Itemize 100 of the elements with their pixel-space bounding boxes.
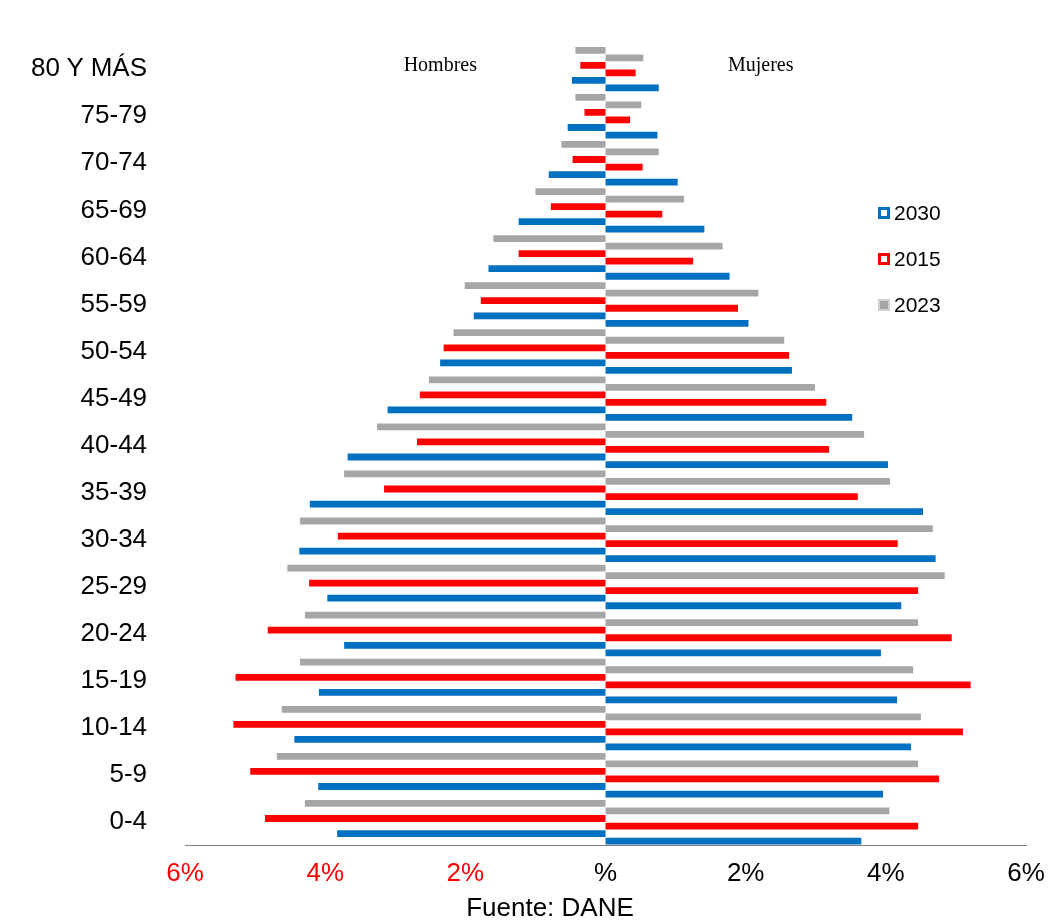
bar [299, 547, 606, 555]
bar [605, 540, 898, 547]
bar [605, 602, 902, 610]
y-tick-label: 25-29 [80, 570, 148, 601]
bar [535, 188, 606, 195]
y-tick-label: 40-44 [80, 428, 148, 459]
bar [567, 124, 606, 131]
x-tick-label: 6% [166, 856, 204, 887]
y-tick-label: 50-54 [80, 334, 148, 365]
bar [233, 720, 606, 728]
bar [605, 225, 705, 233]
bar [518, 218, 606, 226]
bar [605, 555, 936, 563]
bar [276, 752, 606, 760]
bar [571, 77, 606, 84]
y-tick-label: 5-9 [109, 758, 148, 789]
bar [464, 282, 606, 290]
bar [605, 304, 738, 312]
bar [605, 257, 694, 265]
bar [605, 336, 785, 344]
bar [605, 289, 759, 297]
y-tick-label: 65-69 [80, 193, 148, 224]
y-tick-label: 30-34 [80, 523, 148, 554]
bar [493, 235, 606, 242]
x-tick-label: 2% [726, 856, 765, 887]
bar [281, 705, 606, 713]
bar [605, 383, 816, 391]
bar [605, 367, 792, 374]
bar [264, 815, 606, 822]
bar [453, 329, 606, 337]
y-tick-label: 15-19 [80, 664, 148, 695]
bar [550, 203, 606, 210]
bar [575, 93, 606, 101]
bar [605, 210, 663, 218]
bar [605, 681, 971, 689]
bar [605, 587, 919, 595]
y-tick-label: 55-59 [80, 287, 148, 318]
bar [561, 141, 606, 148]
legend-label: 2015 [893, 246, 941, 272]
bar [428, 376, 606, 384]
bar [605, 619, 919, 627]
y-tick-label: 0-4 [109, 805, 148, 836]
bar [294, 736, 606, 743]
x-tick-label: 6% [1007, 856, 1045, 887]
bar [318, 688, 606, 696]
x-tick-label: % [593, 856, 618, 887]
bar [605, 54, 644, 62]
bar [488, 265, 606, 273]
bar [304, 800, 606, 807]
bar [304, 611, 606, 619]
annotation: Hombres [403, 52, 478, 75]
bar [605, 351, 790, 359]
bar [605, 666, 914, 674]
bar [605, 414, 853, 421]
bar [575, 46, 606, 54]
bar [250, 768, 606, 775]
bar [605, 713, 921, 721]
bar [440, 359, 606, 367]
y-tick-label: 20-24 [80, 617, 148, 648]
bar [480, 297, 606, 305]
bar [309, 579, 606, 587]
bar [605, 242, 723, 250]
bar [377, 423, 606, 431]
legend-label: 2023 [893, 292, 941, 318]
y-tick-label: 35-39 [80, 475, 148, 506]
bar [605, 431, 865, 438]
annotation: Mujeres [727, 52, 794, 76]
bar [548, 171, 606, 178]
y-tick-label: 45-49 [80, 381, 148, 412]
bar [605, 461, 888, 468]
bar [518, 250, 606, 258]
bar [605, 649, 881, 657]
bar [605, 696, 898, 704]
bar [580, 61, 606, 69]
bar [605, 478, 891, 485]
bar [473, 312, 606, 320]
x-tick-label: 2% [446, 856, 485, 887]
y-tick-label: 70-74 [80, 146, 148, 177]
bar [605, 446, 830, 453]
source-note: Fuente: DANE [465, 892, 635, 923]
bar [605, 272, 730, 280]
y-tick-label: 75-79 [80, 99, 148, 130]
bar [318, 783, 606, 790]
x-tick-label: 4% [306, 856, 344, 887]
y-tick-label: 60-64 [80, 240, 148, 271]
y-tick-label: 10-14 [80, 711, 148, 742]
x-tick-label: 4% [867, 856, 905, 887]
bar [327, 594, 606, 602]
bar [605, 508, 923, 515]
legend-label: 2030 [893, 200, 941, 226]
bar [605, 319, 749, 327]
bar [605, 634, 952, 642]
bar [572, 156, 606, 163]
bar [235, 673, 606, 681]
y-tick-label: 80 Y MÁS [30, 52, 148, 83]
bar [419, 391, 606, 399]
bar [605, 525, 933, 532]
bar [299, 658, 606, 666]
bar [584, 109, 606, 116]
bar [605, 399, 827, 406]
